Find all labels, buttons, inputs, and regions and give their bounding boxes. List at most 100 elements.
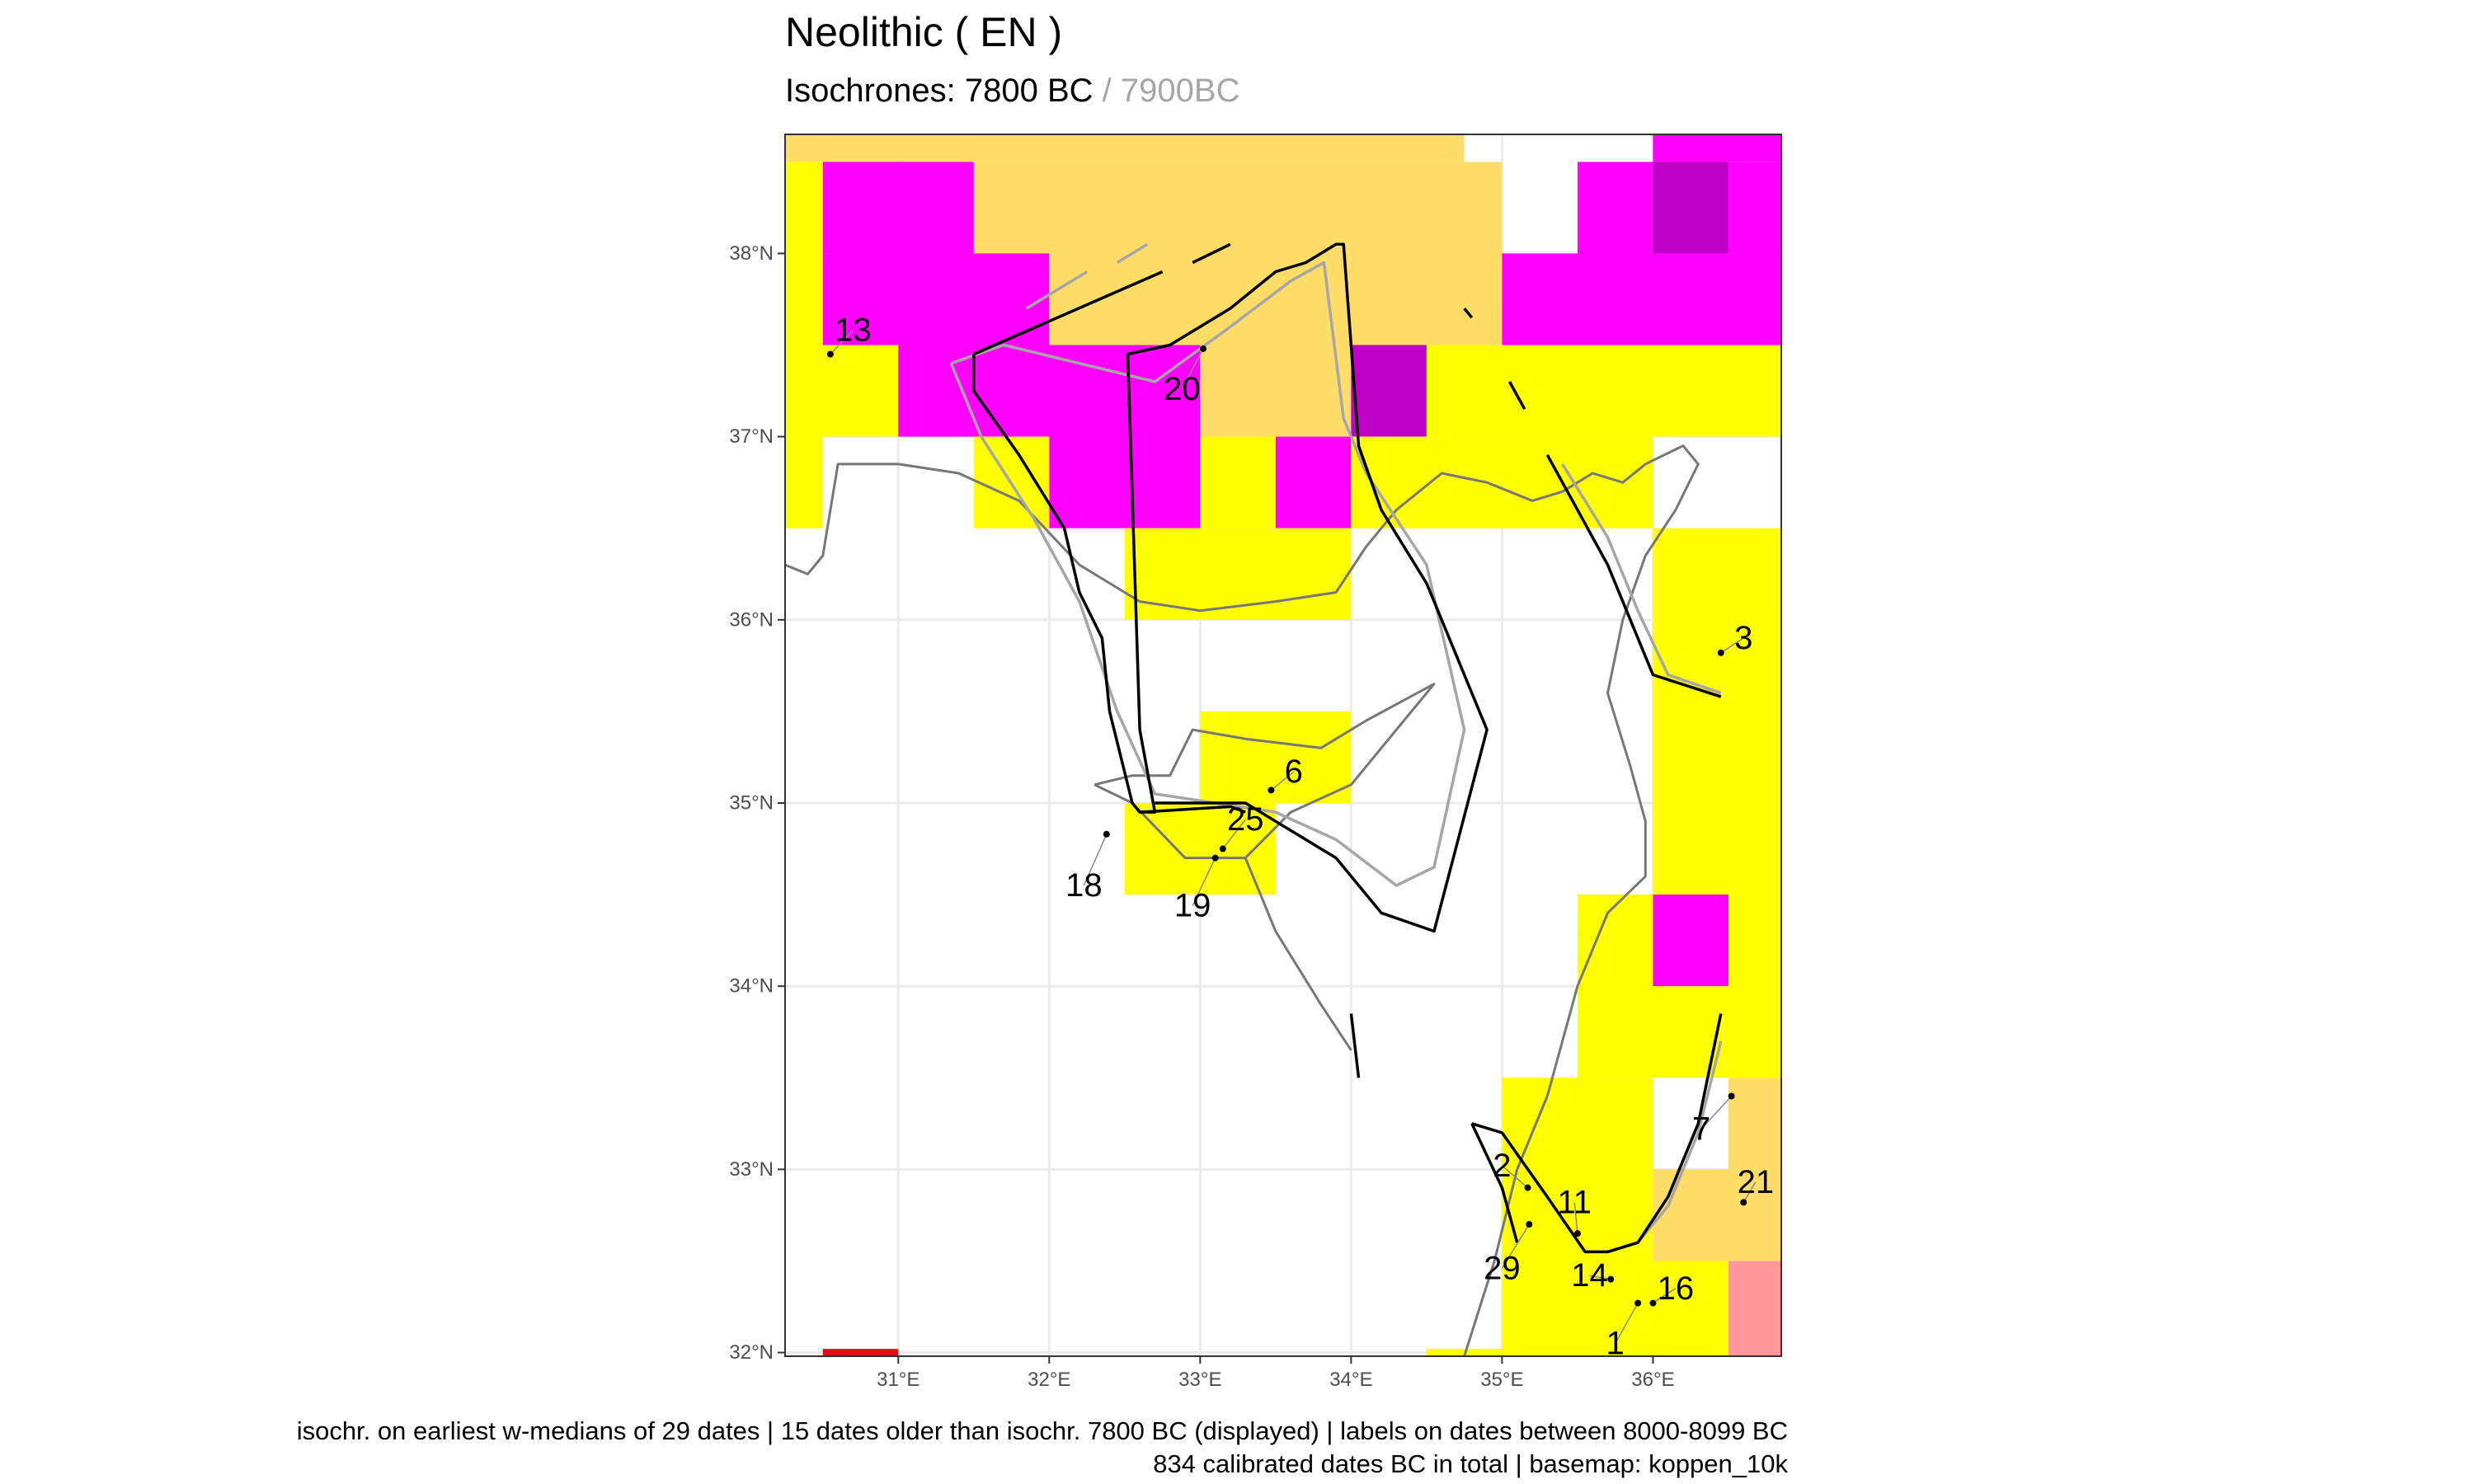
- basemap-cell-yellow: [1200, 436, 1276, 528]
- y-tick-label: 37°N: [729, 425, 774, 448]
- basemap-cell-magenta: [822, 253, 1050, 345]
- site-6: 6: [1268, 754, 1303, 794]
- site-label: 14: [1571, 1257, 1608, 1294]
- site-label: 19: [1174, 887, 1211, 923]
- basemap-cell-magenta: [822, 162, 974, 254]
- site-21: 21: [1738, 1164, 1775, 1206]
- site-leader-line: [830, 330, 854, 355]
- cyprus-coast: [1094, 683, 1436, 860]
- dated-sites: 13 20 3 6 25 18 19 7 2 11 21 29 14 16 1: [826, 312, 1775, 1361]
- site-point: [1524, 1184, 1531, 1191]
- site-point: [1199, 345, 1206, 352]
- basemap-cell-purple: [1351, 345, 1427, 437]
- site-leader-line: [1270, 771, 1295, 791]
- site-label: 18: [1065, 867, 1103, 904]
- basemap-cell-yellow: [1200, 711, 1352, 803]
- coastlines: [785, 444, 1700, 1356]
- y-tick-label: 35°N: [729, 791, 774, 814]
- isochrone-current-south-b: [1470, 1123, 1519, 1243]
- site-20: 20: [1164, 345, 1206, 407]
- site-point: [826, 350, 834, 358]
- basemap-cell-yellow: [785, 162, 823, 528]
- basemap-cell-purple: [1653, 162, 1729, 254]
- basemap-cell-magenta: [1275, 436, 1352, 528]
- x-tick-label: 32°E: [1028, 1369, 1070, 1391]
- basemap-cell-tan: [1200, 345, 1352, 437]
- y-tick-label: 38°N: [729, 242, 774, 265]
- site-label: 11: [1557, 1184, 1592, 1220]
- site-point: [1268, 787, 1275, 794]
- site-label: 16: [1658, 1270, 1695, 1307]
- site-2: 2: [1493, 1148, 1531, 1191]
- site-point: [1219, 845, 1226, 852]
- site-point: [1103, 830, 1110, 838]
- site-point: [1526, 1221, 1533, 1228]
- site-label: 20: [1164, 371, 1201, 407]
- basemap-cell-yellow: [822, 345, 899, 437]
- site-point: [1649, 1299, 1657, 1307]
- basemap-cell-tan: [785, 134, 1465, 162]
- caption-line-2: 834 calibrated dates BC in total | basem…: [1153, 1449, 1788, 1478]
- caption-line-1: isochr. on earliest w-medians of 29 date…: [296, 1416, 1788, 1445]
- site-point: [1607, 1275, 1615, 1283]
- basemap-cell-yellow: [1502, 1078, 1653, 1356]
- isochrone-current-dash-b: [1192, 242, 1231, 265]
- isochrone-current-dash-a: [973, 270, 1164, 356]
- basemap-cell-magenta: [1653, 895, 1729, 987]
- x-tick-label: 36°E: [1631, 1369, 1674, 1391]
- site-18: 18: [1065, 830, 1110, 904]
- site-label: 21: [1738, 1164, 1775, 1200]
- basemap-cell-red: [822, 1349, 899, 1356]
- basemap-cell-tan: [973, 162, 1503, 345]
- site-point: [1717, 649, 1724, 656]
- site-11: 11: [1557, 1184, 1592, 1237]
- isochrone-prev-west: [949, 261, 1466, 887]
- isochrone-current-stub: [1349, 1013, 1361, 1078]
- isochrone-prev-east-a: [1561, 463, 1722, 695]
- map-title: Neolithic ( EN ): [785, 9, 1063, 55]
- x-tick-label: 35°E: [1480, 1369, 1523, 1391]
- site-leader-line: [1743, 1181, 1757, 1203]
- basemap-cell-salmon: [1728, 1261, 1781, 1356]
- site-1: 1: [1606, 1299, 1642, 1361]
- basemap-cell-yellow: [1577, 895, 1653, 1078]
- map-panel-border: [784, 134, 1782, 1357]
- site-14: 14: [1571, 1257, 1615, 1294]
- site-19: 19: [1174, 854, 1219, 923]
- site-leader-line: [1501, 1223, 1530, 1269]
- y-tick-label: 32°N: [729, 1341, 774, 1364]
- site-leader-line: [1720, 637, 1744, 654]
- axis-ticks: 31°E 32°E 33°E 34°E 35°E 36°E 32°N 33°N 34°N 35°N…: [729, 242, 1674, 1391]
- site-label: 6: [1285, 754, 1303, 790]
- site-leader-line: [1573, 1202, 1578, 1234]
- basemap-cell-yellow: [1653, 528, 1781, 1078]
- isochrone-current-east: [1545, 453, 1722, 698]
- site-point: [1740, 1199, 1747, 1206]
- y-tick-label: 33°N: [729, 1158, 774, 1181]
- site-29: 29: [1484, 1221, 1533, 1286]
- site-point: [1211, 854, 1219, 862]
- site-leader-line: [1083, 834, 1108, 886]
- isochrone-prev-dash-a: [1025, 270, 1089, 310]
- site-label: 25: [1227, 801, 1264, 838]
- site-label: 13: [835, 312, 872, 349]
- site-leader-line: [1653, 1288, 1677, 1304]
- site-point: [1728, 1092, 1735, 1100]
- site-25: 25: [1219, 801, 1264, 852]
- site-point: [1634, 1299, 1642, 1307]
- x-tick-label: 34°E: [1329, 1369, 1372, 1391]
- site-16: 16: [1649, 1270, 1694, 1307]
- site-leader-line: [1222, 819, 1246, 849]
- isochrone-current-west: [972, 242, 1489, 933]
- site-leader-line: [1501, 1165, 1528, 1189]
- isochrone-current-cyprus: [1139, 805, 1246, 814]
- site-point: [1573, 1230, 1581, 1237]
- isochrones-current: [972, 242, 1723, 1254]
- subtitle-isochrone-previous: 7900BC: [1120, 73, 1240, 109]
- y-tick-label: 36°N: [729, 608, 774, 631]
- basemap-cell-yellow: [1351, 436, 1653, 528]
- basemap-cell-tan: [1728, 1078, 1781, 1261]
- site-leader-line: [1192, 857, 1216, 906]
- site-leader-line: [1181, 348, 1204, 390]
- site-leader-line: [1700, 1095, 1733, 1129]
